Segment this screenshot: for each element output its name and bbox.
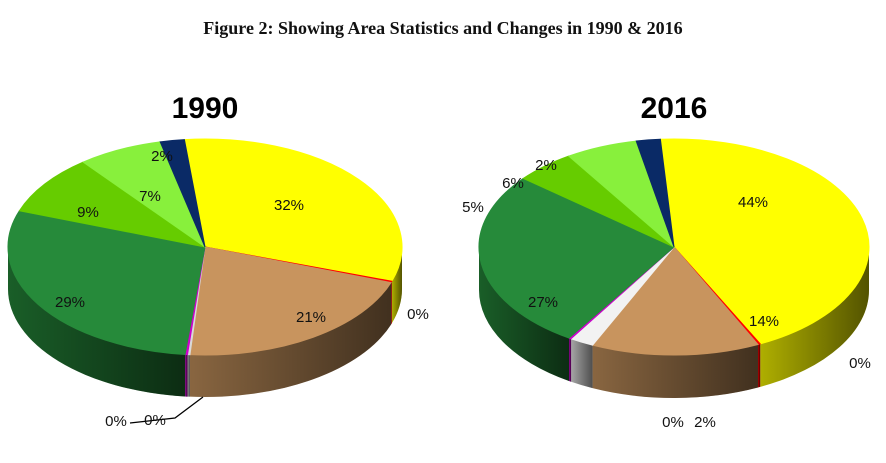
slice-data-label: 2% [535, 157, 557, 174]
pie-slice [591, 246, 759, 356]
slice-data-label: 29% [55, 294, 85, 311]
pie-slice-side-shade [189, 282, 392, 397]
pie-slice [7, 210, 206, 355]
pie-chart-1990: 1990 32% 0% 21% 0% 0% 29% 9% 7% 2% [7, 92, 429, 430]
pie-title-1990: 1990 [172, 92, 239, 125]
slice-data-label: 5% [462, 199, 484, 216]
slice-data-label: 0% [105, 413, 127, 430]
slice-data-label: 9% [77, 204, 99, 221]
pie-slice-side-shade [391, 281, 392, 325]
pie-slice-side-shade [187, 354, 190, 397]
slice-data-label: 2% [694, 414, 716, 431]
pie-slice [189, 246, 392, 356]
slice-data-label: 0% [144, 412, 166, 429]
pie-slice-side-shade [8, 247, 186, 397]
slice-data-label: 27% [528, 294, 558, 311]
pie-slice-side-shade [569, 338, 572, 382]
slice-data-label: 44% [738, 194, 768, 211]
slice-data-label: 21% [296, 309, 326, 326]
slice-data-label: 7% [139, 188, 161, 205]
pie-slice-side-shade [479, 247, 570, 382]
pie-slice [635, 138, 675, 248]
pie-slice-side-shade [571, 338, 593, 389]
pie-title-2016: 2016 [641, 92, 708, 125]
figure-title: Figure 2: Showing Area Statistics and Ch… [203, 18, 683, 38]
slice-data-label: 0% [407, 306, 429, 323]
pie-slice-side-shade [760, 247, 869, 387]
pie-slice-side-shade [757, 343, 761, 388]
slice-data-label: 2% [151, 148, 173, 165]
pie-slice [183, 138, 403, 282]
pie-slice [478, 177, 675, 339]
pie-slice [659, 138, 870, 345]
pie-slice [18, 161, 206, 248]
slice-data-label: 0% [849, 355, 871, 372]
slice-data-label: 32% [274, 197, 304, 214]
pie-chart-2016: 2016 44% 0% 14% 2% 0% 27% 5% 6% 2% [462, 92, 871, 431]
slice-data-label: 14% [749, 313, 779, 330]
leader-line [129, 396, 204, 424]
pie-slice-side-shade [592, 344, 758, 398]
pie-slice-side-shade [185, 354, 188, 397]
slice-data-label: 6% [502, 175, 524, 192]
pie-slice [159, 139, 206, 248]
slice-data-label: 0% [662, 414, 684, 431]
